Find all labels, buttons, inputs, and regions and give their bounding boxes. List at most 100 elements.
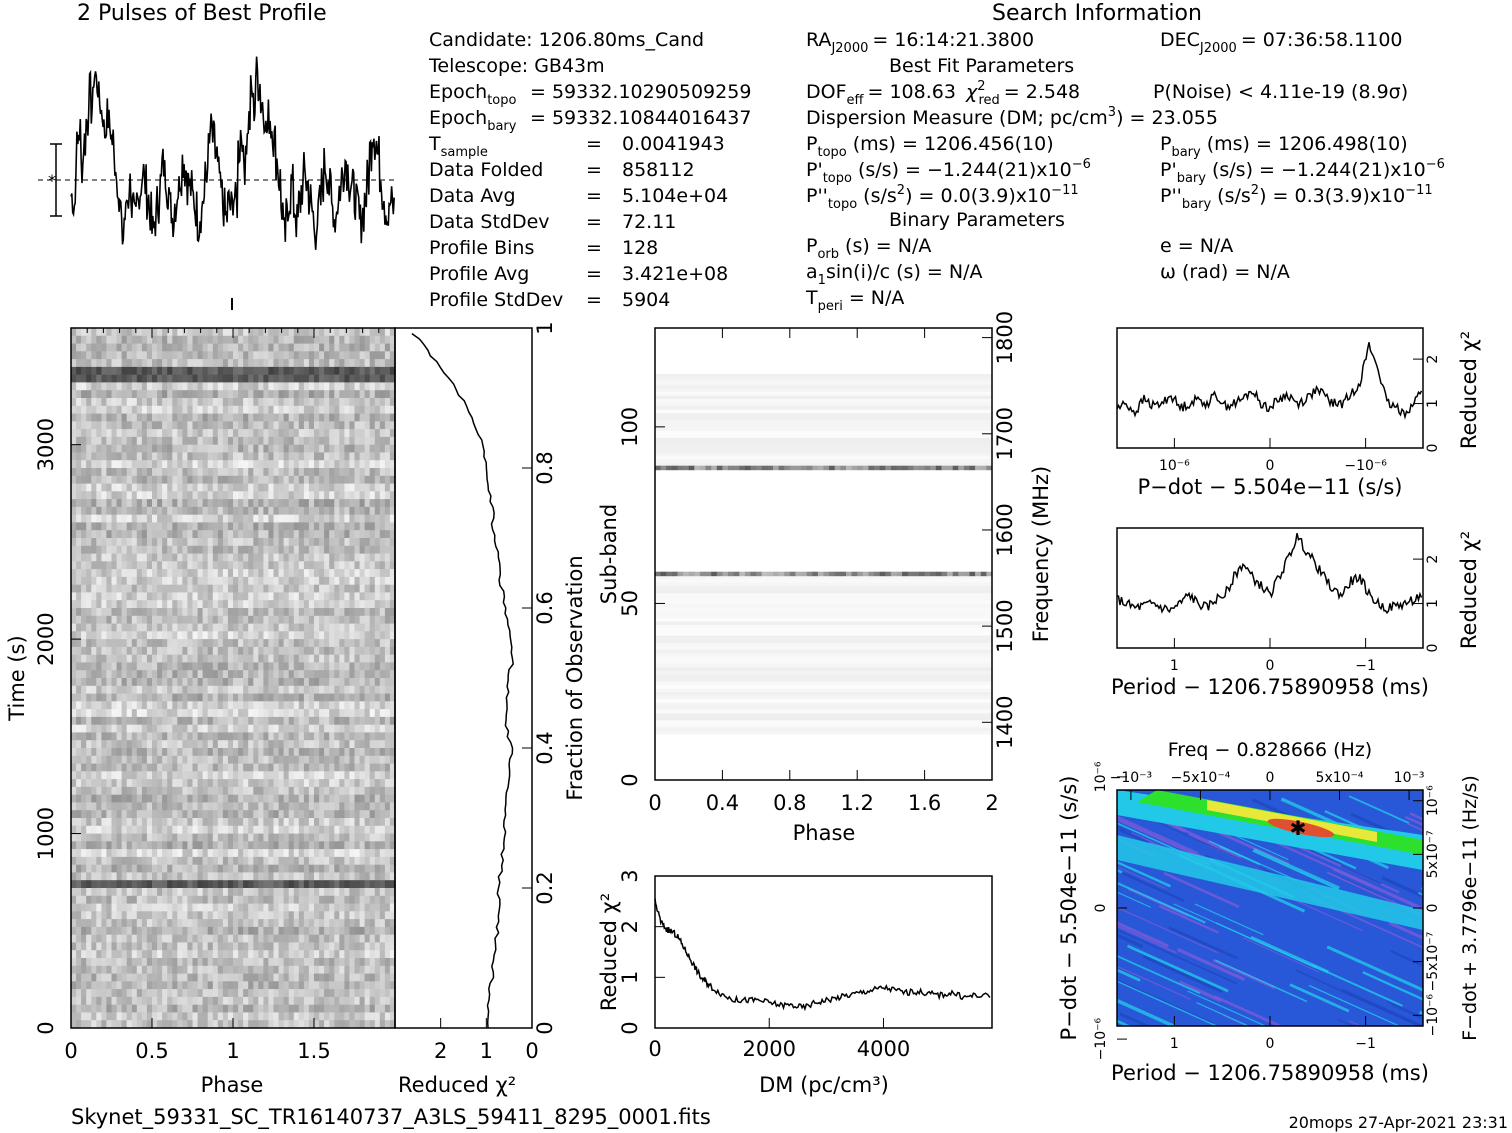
time-phase-cell [136,654,143,663]
time-phase-cell [344,553,350,562]
time-phase-cell [273,600,280,609]
time-phase-cell [253,670,259,679]
time-phase-cell [243,600,249,609]
time-phase-cell [374,740,381,749]
time-phase-cell [273,646,280,656]
time-phase-cell [293,436,300,446]
time-phase-cell [354,810,361,819]
time-phase-cell [227,343,234,352]
time-phase-cell [157,693,163,702]
time-phase-cell [126,366,133,376]
time-phase-cell [248,374,254,383]
time-phase-cell [162,335,168,345]
time-phase-cell [268,584,274,593]
time-phase-cell [303,460,310,469]
time-phase-cell [364,608,371,617]
time-phase-cell [334,678,340,687]
time-phase-cell [339,538,345,547]
time-phase-cell [121,864,128,873]
time-phase-cell [91,398,97,407]
time-phase-cell [136,631,143,640]
time-phase-cell [278,413,285,422]
time-phase-cell [212,468,219,477]
time-phase-cell [146,351,153,360]
time-phase-cell [359,810,366,819]
time-phase-cell [152,452,158,461]
time-phase-cell [192,530,199,539]
time-phase-cell [217,444,224,453]
time-phase-cell [303,366,310,376]
time-phase-cell [106,444,112,453]
time-phase-cell [192,779,199,788]
time-phase-cell [349,716,355,726]
info-row-eq: = [586,289,602,311]
time-phase-cell [359,623,366,632]
time-phase-cell [238,755,244,765]
time-phase-cell [217,436,224,446]
time-phase-cell [258,335,264,345]
time-phase-cell [111,623,118,632]
time-phase-cell [364,678,371,687]
time-phase-cell [283,491,290,500]
time-phase-cell [298,460,305,469]
time-phase-cell [86,506,92,516]
time-phase-cell [288,709,295,718]
info-row-label: Profile Bins [429,237,534,259]
binary-title: Binary Parameters [889,209,1065,231]
time-phase-cell [308,833,315,842]
time-phase-cell [334,911,340,920]
time-phase-cell [146,491,153,500]
time-phase-cell [253,864,259,873]
time-phase-cell [141,351,148,360]
time-phase-cell [293,880,300,889]
time-phase-cell [76,468,82,477]
time-phase-cell [273,522,280,531]
time-phase-cell [81,538,87,547]
time-phase-cell [106,405,112,415]
time-phase-cell [187,786,193,796]
time-phase-cell [334,895,340,905]
time-phase-cell [157,895,163,905]
time-phase-cell [187,429,193,438]
time-phase-cell [217,841,224,850]
time-phase-cell [273,849,280,858]
time-phase-cell [298,374,305,383]
time-phase-cell [101,841,107,850]
time-phase-cell [339,818,345,827]
time-phase-cell [217,755,224,765]
time-phase-cell [389,662,396,671]
time-phase-cell [167,600,173,609]
time-phase-cell [187,421,193,430]
time-phase-cell [91,911,97,920]
time-phase-cell [86,794,92,803]
time-phase-cell [243,678,249,687]
time-phase-cell [227,709,234,718]
time-phase-cell [116,444,123,453]
time-phase-cell [91,903,97,912]
time-phase-cell [369,856,376,866]
time-phase-cell [172,561,178,570]
time-phase-cell [329,678,335,687]
time-phase-cell [389,771,396,780]
time-phase-cell [263,608,269,617]
time-phase-cell [217,569,224,578]
time-phase-cell [369,678,376,687]
time-phase-cell [243,732,249,741]
time-phase-cell [81,576,87,586]
time-phase-cell [212,600,219,609]
time-phase-cell [303,833,310,842]
time-phase-cell [86,553,92,562]
time-phase-cell [243,366,249,376]
time-phase-cell [369,405,376,415]
time-phase-cell [314,794,320,803]
time-phase-cell [389,786,396,796]
time-phase-cell [111,592,118,601]
time-phase-cell [298,421,305,430]
time-phase-cell [202,390,209,399]
time-phase-cell [192,351,199,360]
time-phase-cell [111,654,118,663]
time-phase-cell [91,856,97,866]
time-phase-cell [369,864,376,873]
time-phase-cell [243,763,249,772]
time-phase-cell [329,561,335,570]
